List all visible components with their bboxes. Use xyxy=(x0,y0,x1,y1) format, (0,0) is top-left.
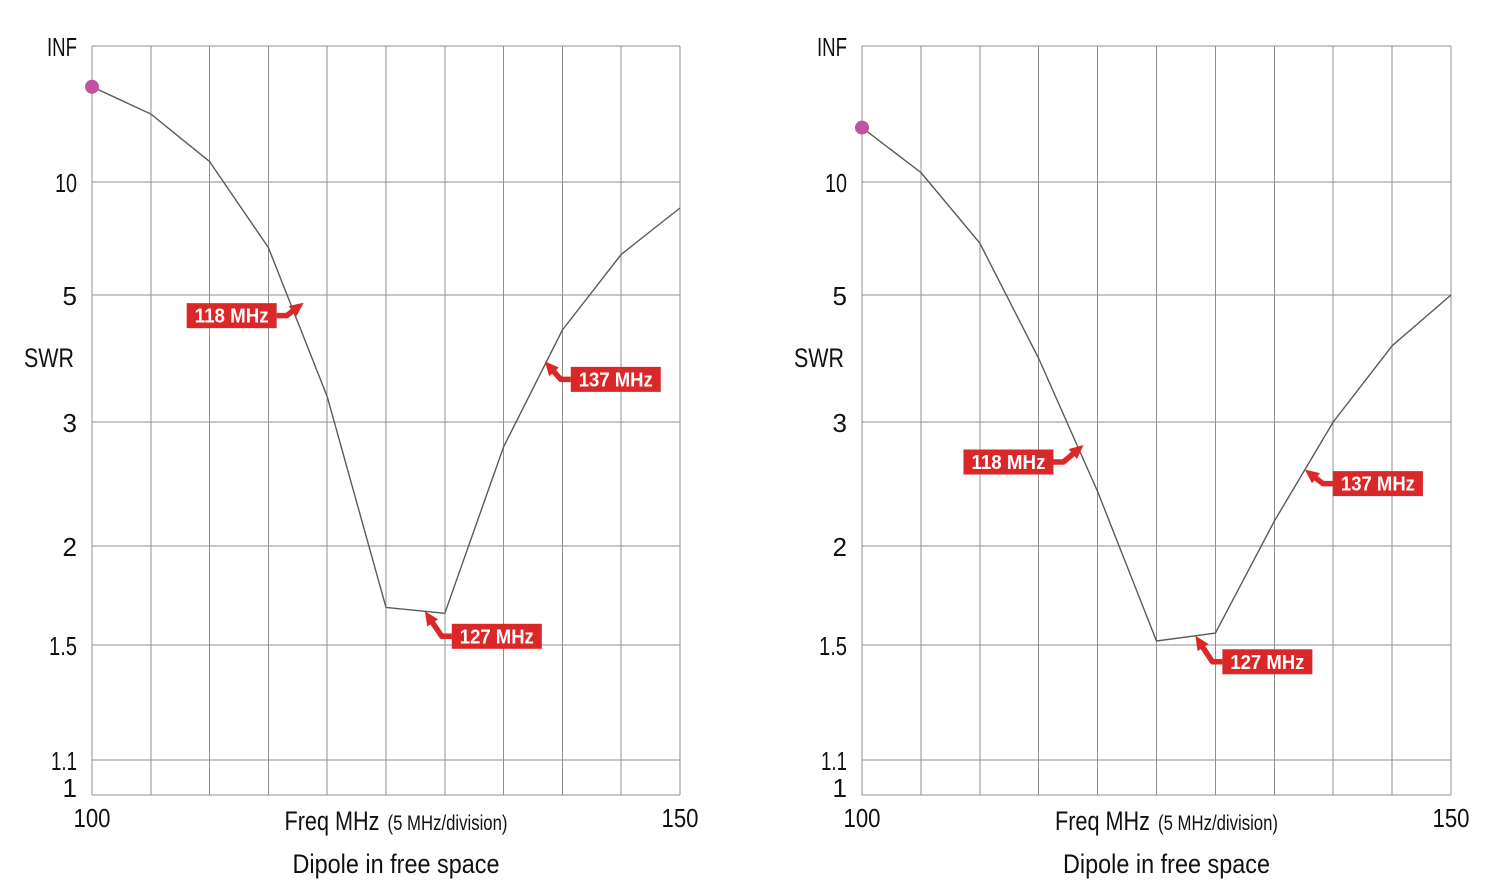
x-axis-label: Freq MHz xyxy=(285,806,380,836)
chart-caption: Dipole in free space xyxy=(1063,849,1270,879)
annotation-arrowhead-icon xyxy=(544,361,559,377)
start-marker-dot xyxy=(85,79,99,94)
x-tick-label-min: 100 xyxy=(844,803,881,833)
y-tick-label: INF xyxy=(817,32,847,62)
y-tick-label: 1 xyxy=(833,773,847,803)
annotation-arrow-shaft xyxy=(549,367,571,383)
x-axis-sublabel: (5 MHz/division) xyxy=(1158,812,1278,835)
swr-curve xyxy=(861,127,1452,642)
y-axis-label: SWR xyxy=(24,343,74,373)
y-tick-label: 2 xyxy=(833,532,847,562)
y-tick-label: 3 xyxy=(833,408,847,438)
annotation-label: 118 MHz xyxy=(195,306,269,328)
x-tick-label-max: 150 xyxy=(662,803,699,833)
annotation-arrowhead-icon xyxy=(424,611,439,627)
y-tick-label: 1.5 xyxy=(819,631,847,661)
start-marker-dot xyxy=(855,120,869,135)
annotation-arrowhead-icon xyxy=(288,302,304,317)
y-tick-label: 3 xyxy=(63,408,77,438)
y-tick-label: 2 xyxy=(63,532,77,562)
annotation-box xyxy=(1332,471,1423,497)
swr-curve xyxy=(91,86,681,614)
chart-caption: Dipole in free space xyxy=(293,849,500,879)
y-tick-label: 5 xyxy=(833,281,847,311)
swr-chart-right: INF 10 5 3 2 1.5 1.11 SWR 100 150 Freq MHz (5 MHz/d… xyxy=(794,32,1470,879)
annotation-arrow-shaft xyxy=(1053,449,1078,465)
y-axis-label: SWR xyxy=(794,343,844,373)
annotation-label: 127 MHz xyxy=(460,626,534,648)
annotation-box xyxy=(186,303,277,329)
y-tick-label: 1.5 xyxy=(49,631,77,661)
annotation-box xyxy=(570,366,661,392)
annotation-label: 127 MHz xyxy=(1230,652,1304,674)
x-axis-label: Freq MHz xyxy=(1055,806,1150,836)
y-tick-label: 1.1 xyxy=(51,746,77,776)
annotation-arrowhead-icon xyxy=(1068,445,1084,459)
annotation-box xyxy=(963,449,1054,475)
annotation-arrow-shaft xyxy=(428,618,452,640)
annotation-label: 118 MHz xyxy=(971,452,1045,474)
y-tick-label: 1.1 xyxy=(821,746,847,776)
y-tick-label: 10 xyxy=(55,168,77,198)
x-tick-label-min: 100 xyxy=(74,803,111,833)
annotation-label: 137 MHz xyxy=(579,369,653,391)
annotation-box xyxy=(1222,649,1313,675)
annotation-arrowhead-icon xyxy=(1304,469,1320,484)
annotation-arrowhead-icon xyxy=(1195,635,1209,652)
y-tick-label: 5 xyxy=(63,281,77,311)
y-tick-label: 10 xyxy=(825,168,847,198)
annotation-arrow-shaft xyxy=(1311,473,1333,487)
y-tick-label: INF xyxy=(47,32,77,62)
annotation-box xyxy=(451,623,542,649)
swr-chart-left: INF 10 5 3 2 1.5 1.11 SWR 100 150 Freq MHz (5 MHz/d… xyxy=(24,32,699,879)
y-tick-label: 1 xyxy=(63,773,77,803)
annotation-arrow-shaft xyxy=(1198,642,1223,665)
x-axis-sublabel: (5 MHz/division) xyxy=(388,812,508,835)
annotation-label: 137 MHz xyxy=(1341,474,1415,496)
x-tick-label-max: 150 xyxy=(1433,803,1470,833)
